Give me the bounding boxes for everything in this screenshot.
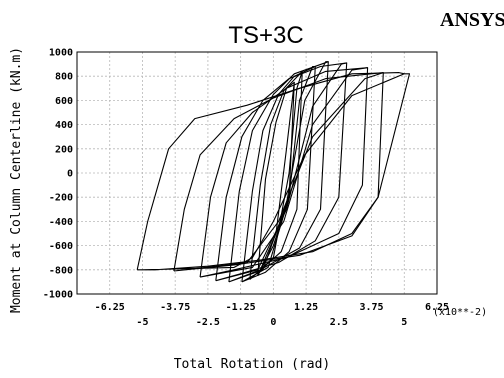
x-tick-label-lower: 0 [270,317,276,328]
hysteresis-loop [249,70,303,280]
chart-title: TS+3C [228,22,303,49]
x-axis-label: Total Rotation (rad) [174,357,331,372]
hysteresis-loop [241,66,316,282]
y-tick-label: 600 [55,96,73,107]
x-tick-label-lower: -5 [136,317,148,328]
hysteresis-loop [215,62,347,281]
hysteresis-loop [199,67,368,278]
y-tick-label: -600 [49,241,73,252]
y-tick-label: -400 [49,217,73,228]
y-tick-label: 400 [55,120,73,131]
x-tick-label-upper: 3.75 [359,302,383,313]
hysteresis-loop [257,81,295,276]
hysteresis-loop [249,71,303,280]
x-tick-label-lower: 2.5 [330,317,348,328]
y-tick-label: 200 [55,144,73,155]
ansys-logo: ANSYS [440,9,504,31]
x-tick-label-upper: 1.25 [294,302,318,313]
y-tick-label: 1000 [49,48,73,59]
x-tick-label-upper: 6.25 [425,302,449,313]
y-axis-label: Moment at Column Centerline (kN.m) [9,47,24,313]
x-multiplier-label: (x10**-2) [433,307,487,318]
tick-labels: 1000 800 600 400 200 0 -200 -400 -600 -800 -1000 -6… [43,48,449,329]
series-group [136,61,411,283]
hysteresis-loop [228,61,329,282]
plot-frame [76,51,438,295]
y-tick-label: -800 [49,265,73,276]
x-tick-label-lower: -2.5 [196,317,220,328]
x-tick-label-upper: -3.75 [160,302,190,313]
y-tick-label: 0 [67,169,73,180]
hysteresis-loop [137,73,411,271]
x-tick-label-lower: 5 [401,317,407,328]
hysteresis-loop [173,72,384,272]
y-tick-label: 800 [55,72,73,83]
y-tick-label: -200 [49,193,73,204]
x-tick-label-upper: -6.25 [95,302,125,313]
y-tick-label: -1000 [43,290,73,301]
x-tick-label-upper: -1.25 [226,302,256,313]
